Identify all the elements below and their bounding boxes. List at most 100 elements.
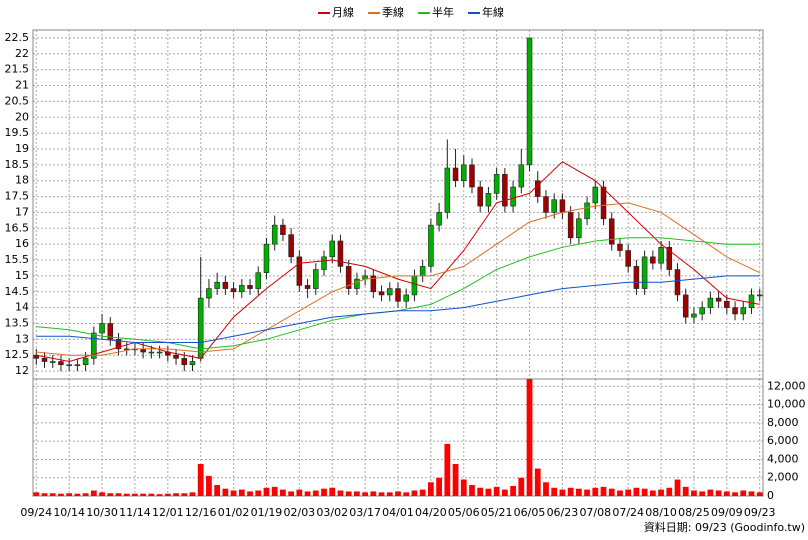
y-tick-label: 4,000 bbox=[767, 452, 799, 465]
x-tick-label: 02/03 bbox=[283, 506, 315, 519]
moving-average-line bbox=[36, 275, 760, 343]
candle-body bbox=[378, 291, 385, 296]
volume-bar bbox=[386, 492, 393, 496]
y-tick-label: 16 bbox=[15, 237, 29, 250]
volume-bar bbox=[140, 493, 147, 496]
volume-bar bbox=[148, 493, 155, 496]
volume-bar bbox=[181, 493, 188, 496]
x-tick-label: 09/24 bbox=[20, 506, 52, 519]
y-tick-label: 20.5 bbox=[5, 94, 30, 107]
candle-body bbox=[428, 224, 434, 267]
x-tick-label: 09/09 bbox=[711, 506, 743, 519]
candle-body bbox=[222, 281, 229, 289]
volume-bar bbox=[608, 488, 615, 496]
x-tick-label: 04/01 bbox=[382, 506, 414, 519]
x-tick-label: 09/23 bbox=[744, 506, 776, 519]
candle-body bbox=[518, 164, 525, 188]
candle-body bbox=[650, 256, 656, 264]
x-tick-label: 12/01 bbox=[152, 506, 184, 519]
candle-body bbox=[189, 361, 196, 366]
volume-bar bbox=[66, 493, 73, 496]
x-tick-label: 12/16 bbox=[185, 506, 217, 519]
candle-body bbox=[543, 196, 549, 213]
candle-body bbox=[600, 186, 607, 220]
x-tick-label: 10/14 bbox=[53, 506, 85, 519]
candle-body bbox=[115, 339, 122, 350]
candle-body bbox=[576, 218, 582, 239]
volume-bar bbox=[411, 490, 418, 496]
volume-bar bbox=[633, 487, 640, 496]
candle-body bbox=[502, 174, 508, 207]
candle-body bbox=[436, 212, 442, 226]
x-tick-label: 07/08 bbox=[579, 506, 611, 519]
x-tick-label: 10/30 bbox=[86, 506, 118, 519]
candle-body bbox=[74, 364, 81, 367]
volume-bar bbox=[304, 491, 311, 496]
candle-body bbox=[99, 323, 105, 334]
candle-body bbox=[321, 256, 327, 270]
candle-body bbox=[641, 256, 648, 289]
candle-body bbox=[707, 297, 714, 308]
candle-body bbox=[33, 354, 40, 359]
candle-body bbox=[666, 247, 673, 270]
x-tick-label: 11/14 bbox=[119, 506, 151, 519]
volume-bar bbox=[600, 486, 607, 496]
candle-body bbox=[206, 288, 212, 299]
y-tick-label: 14 bbox=[15, 301, 29, 314]
volume-bar bbox=[723, 491, 730, 496]
volume-bar bbox=[82, 493, 89, 496]
volume-bar bbox=[469, 485, 475, 496]
candle-body bbox=[526, 37, 533, 166]
candle-body bbox=[58, 361, 64, 366]
volume-bar bbox=[58, 493, 64, 496]
volume-bar bbox=[329, 487, 336, 496]
volume-bar bbox=[263, 487, 270, 496]
volume-bar bbox=[362, 492, 368, 496]
x-tick-label: 07/24 bbox=[612, 506, 644, 519]
x-tick-label: 03/17 bbox=[349, 506, 381, 519]
candle-body bbox=[173, 354, 179, 359]
volume-bar bbox=[460, 479, 467, 496]
volume-bar bbox=[518, 477, 525, 496]
volume-bar bbox=[99, 492, 105, 496]
candle-body bbox=[567, 212, 574, 239]
volume-bar bbox=[707, 489, 714, 496]
volume-bar bbox=[107, 493, 114, 496]
volume-bar bbox=[49, 493, 56, 496]
volume-bar bbox=[740, 490, 747, 496]
candle-body bbox=[288, 234, 294, 258]
candle-body bbox=[230, 288, 237, 293]
volume-bar bbox=[255, 490, 262, 496]
candle-body bbox=[271, 224, 278, 245]
candle-body bbox=[682, 294, 689, 318]
candle-body bbox=[724, 300, 730, 308]
candle-body bbox=[239, 285, 245, 293]
candle-body bbox=[715, 297, 722, 302]
volume-bar bbox=[312, 490, 319, 496]
candle-body bbox=[419, 266, 426, 277]
volume-bar bbox=[370, 491, 377, 496]
volume-bar bbox=[428, 482, 434, 496]
x-tick-label: 08/10 bbox=[645, 506, 677, 519]
candle-body bbox=[123, 348, 130, 351]
y-tick-label: 21.5 bbox=[5, 63, 30, 76]
candle-body bbox=[551, 199, 557, 213]
candle-body bbox=[387, 288, 393, 296]
volume-bar bbox=[715, 490, 722, 496]
y-tick-label: 18 bbox=[15, 174, 29, 187]
candle-body bbox=[534, 180, 541, 197]
volume-bar bbox=[230, 490, 237, 496]
candle-body bbox=[608, 218, 615, 245]
volume-bar bbox=[436, 477, 442, 496]
volume-bar bbox=[288, 491, 295, 496]
candle-body bbox=[345, 266, 352, 289]
volume-bar bbox=[682, 486, 689, 496]
volume-bar bbox=[123, 493, 130, 496]
candle-body bbox=[329, 240, 336, 258]
volume-bar bbox=[501, 489, 508, 496]
candle-body bbox=[107, 323, 114, 340]
candle-body bbox=[617, 243, 623, 251]
volume-bar bbox=[510, 485, 516, 496]
volume-bar bbox=[238, 489, 245, 496]
volume-bar bbox=[658, 489, 664, 496]
